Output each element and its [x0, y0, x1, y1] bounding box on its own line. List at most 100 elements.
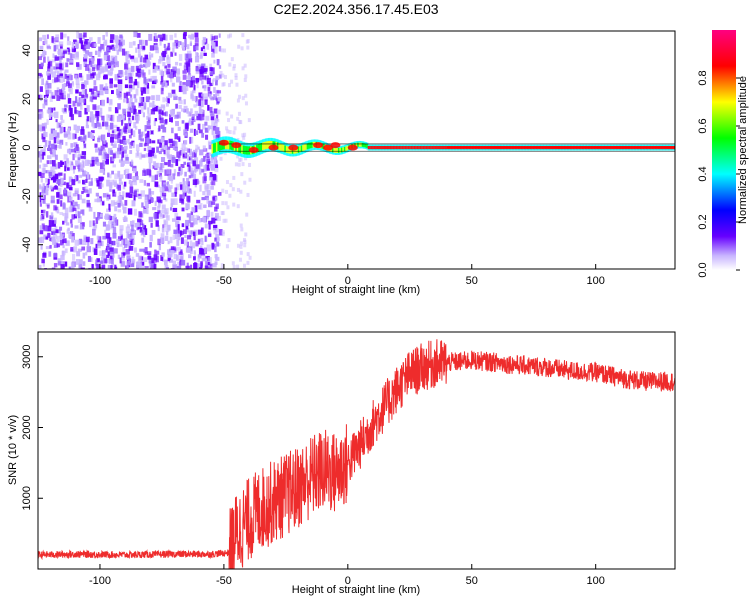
- noise-cell: [119, 228, 123, 236]
- noise-cell: [248, 255, 252, 260]
- noise-cell: [42, 167, 46, 174]
- carrier-cell: [244, 145, 247, 155]
- noise-cell: [53, 252, 57, 258]
- noise-cell: [126, 98, 129, 104]
- noise-cell: [183, 161, 186, 165]
- noise-cell: [81, 179, 85, 185]
- noise-cell: [125, 50, 130, 57]
- noise-cell: [138, 131, 144, 138]
- noise-cell: [74, 53, 79, 60]
- noise-cell: [65, 240, 70, 246]
- noise-cell: [144, 125, 147, 132]
- noise-cell: [160, 237, 165, 244]
- noise-cell: [95, 192, 99, 197]
- noise-cell: [207, 125, 210, 131]
- noise-cell: [218, 33, 221, 38]
- noise-cell: [119, 40, 124, 47]
- noise-cell: [124, 84, 129, 89]
- noise-cell: [174, 61, 179, 66]
- noise-cell: [117, 254, 121, 259]
- noise-cell: [125, 226, 131, 233]
- noise-cell: [112, 179, 117, 186]
- noise-cell: [174, 187, 178, 194]
- noise-cell: [188, 66, 191, 74]
- noise-cell: [128, 258, 131, 263]
- noise-cell: [164, 186, 169, 192]
- noise-cell: [40, 54, 44, 58]
- noise-cell: [188, 164, 191, 172]
- noise-cell: [166, 68, 170, 75]
- noise-cell: [61, 181, 66, 186]
- noise-cell: [109, 224, 114, 230]
- noise-cell: [202, 145, 206, 151]
- noise-cell: [138, 196, 142, 200]
- noise-cell: [195, 52, 199, 58]
- noise-cell: [201, 132, 205, 138]
- noise-cell: [219, 70, 223, 75]
- noise-cell: [65, 160, 69, 167]
- noise-cell: [199, 149, 204, 156]
- noise-cell: [126, 54, 130, 59]
- noise-cell: [99, 58, 103, 66]
- noise-cell: [99, 213, 103, 218]
- noise-cell: [163, 43, 166, 48]
- noise-cell: [168, 259, 174, 263]
- noise-cell: [131, 200, 136, 207]
- colorbar-tick-label: 0.2: [697, 214, 709, 229]
- snr-frame: [37, 331, 676, 570]
- noise-cell: [58, 194, 63, 200]
- noise-cell: [148, 264, 152, 268]
- noise-cell: [54, 217, 57, 224]
- noise-cell: [148, 78, 152, 82]
- noise-cell: [146, 168, 151, 176]
- noise-cell: [234, 162, 238, 167]
- noise-cell: [202, 216, 207, 223]
- carrier-cell: [358, 142, 361, 147]
- noise-cell: [148, 188, 152, 195]
- noise-cell: [201, 240, 204, 246]
- noise-cell: [147, 61, 151, 66]
- noise-cell: [144, 251, 148, 255]
- noise-cell: [185, 265, 190, 269]
- noise-cell: [41, 153, 45, 160]
- noise-cell: [79, 174, 83, 178]
- noise-cell: [79, 37, 83, 44]
- noise-cell: [162, 54, 166, 61]
- noise-cell: [183, 109, 187, 113]
- noise-cell: [164, 235, 169, 241]
- noise-cell: [244, 74, 248, 79]
- noise-cell: [131, 256, 135, 263]
- noise-cell: [130, 159, 134, 165]
- noise-cell: [38, 37, 43, 42]
- noise-cell: [211, 79, 214, 85]
- noise-cell: [194, 45, 199, 51]
- noise-cell: [152, 164, 155, 169]
- noise-cell: [73, 214, 77, 219]
- noise-cell: [108, 220, 113, 225]
- noise-cell: [96, 93, 100, 97]
- noise-cell: [217, 96, 222, 102]
- noise-cell: [152, 75, 157, 82]
- noise-cell: [111, 44, 115, 50]
- noise-cell: [51, 59, 56, 63]
- noise-cell: [160, 191, 163, 198]
- noise-cell: [139, 227, 143, 233]
- noise-cell: [215, 119, 220, 123]
- carrier-cell: [299, 146, 302, 153]
- noise-cell: [50, 175, 55, 181]
- noise-cell: [227, 34, 231, 39]
- noise-cell: [54, 173, 59, 181]
- noise-cell: [137, 193, 142, 198]
- noise-cell: [171, 82, 175, 87]
- noise-cell: [123, 181, 127, 187]
- noise-cell: [105, 248, 109, 253]
- noise-cell: [189, 128, 194, 133]
- noise-cell: [75, 210, 80, 217]
- noise-cell: [163, 162, 168, 166]
- noise-cell: [39, 45, 44, 50]
- noise-cell: [80, 75, 84, 81]
- noise-cell: [144, 133, 148, 138]
- noise-cell: [54, 163, 58, 170]
- noise-cell: [139, 179, 144, 183]
